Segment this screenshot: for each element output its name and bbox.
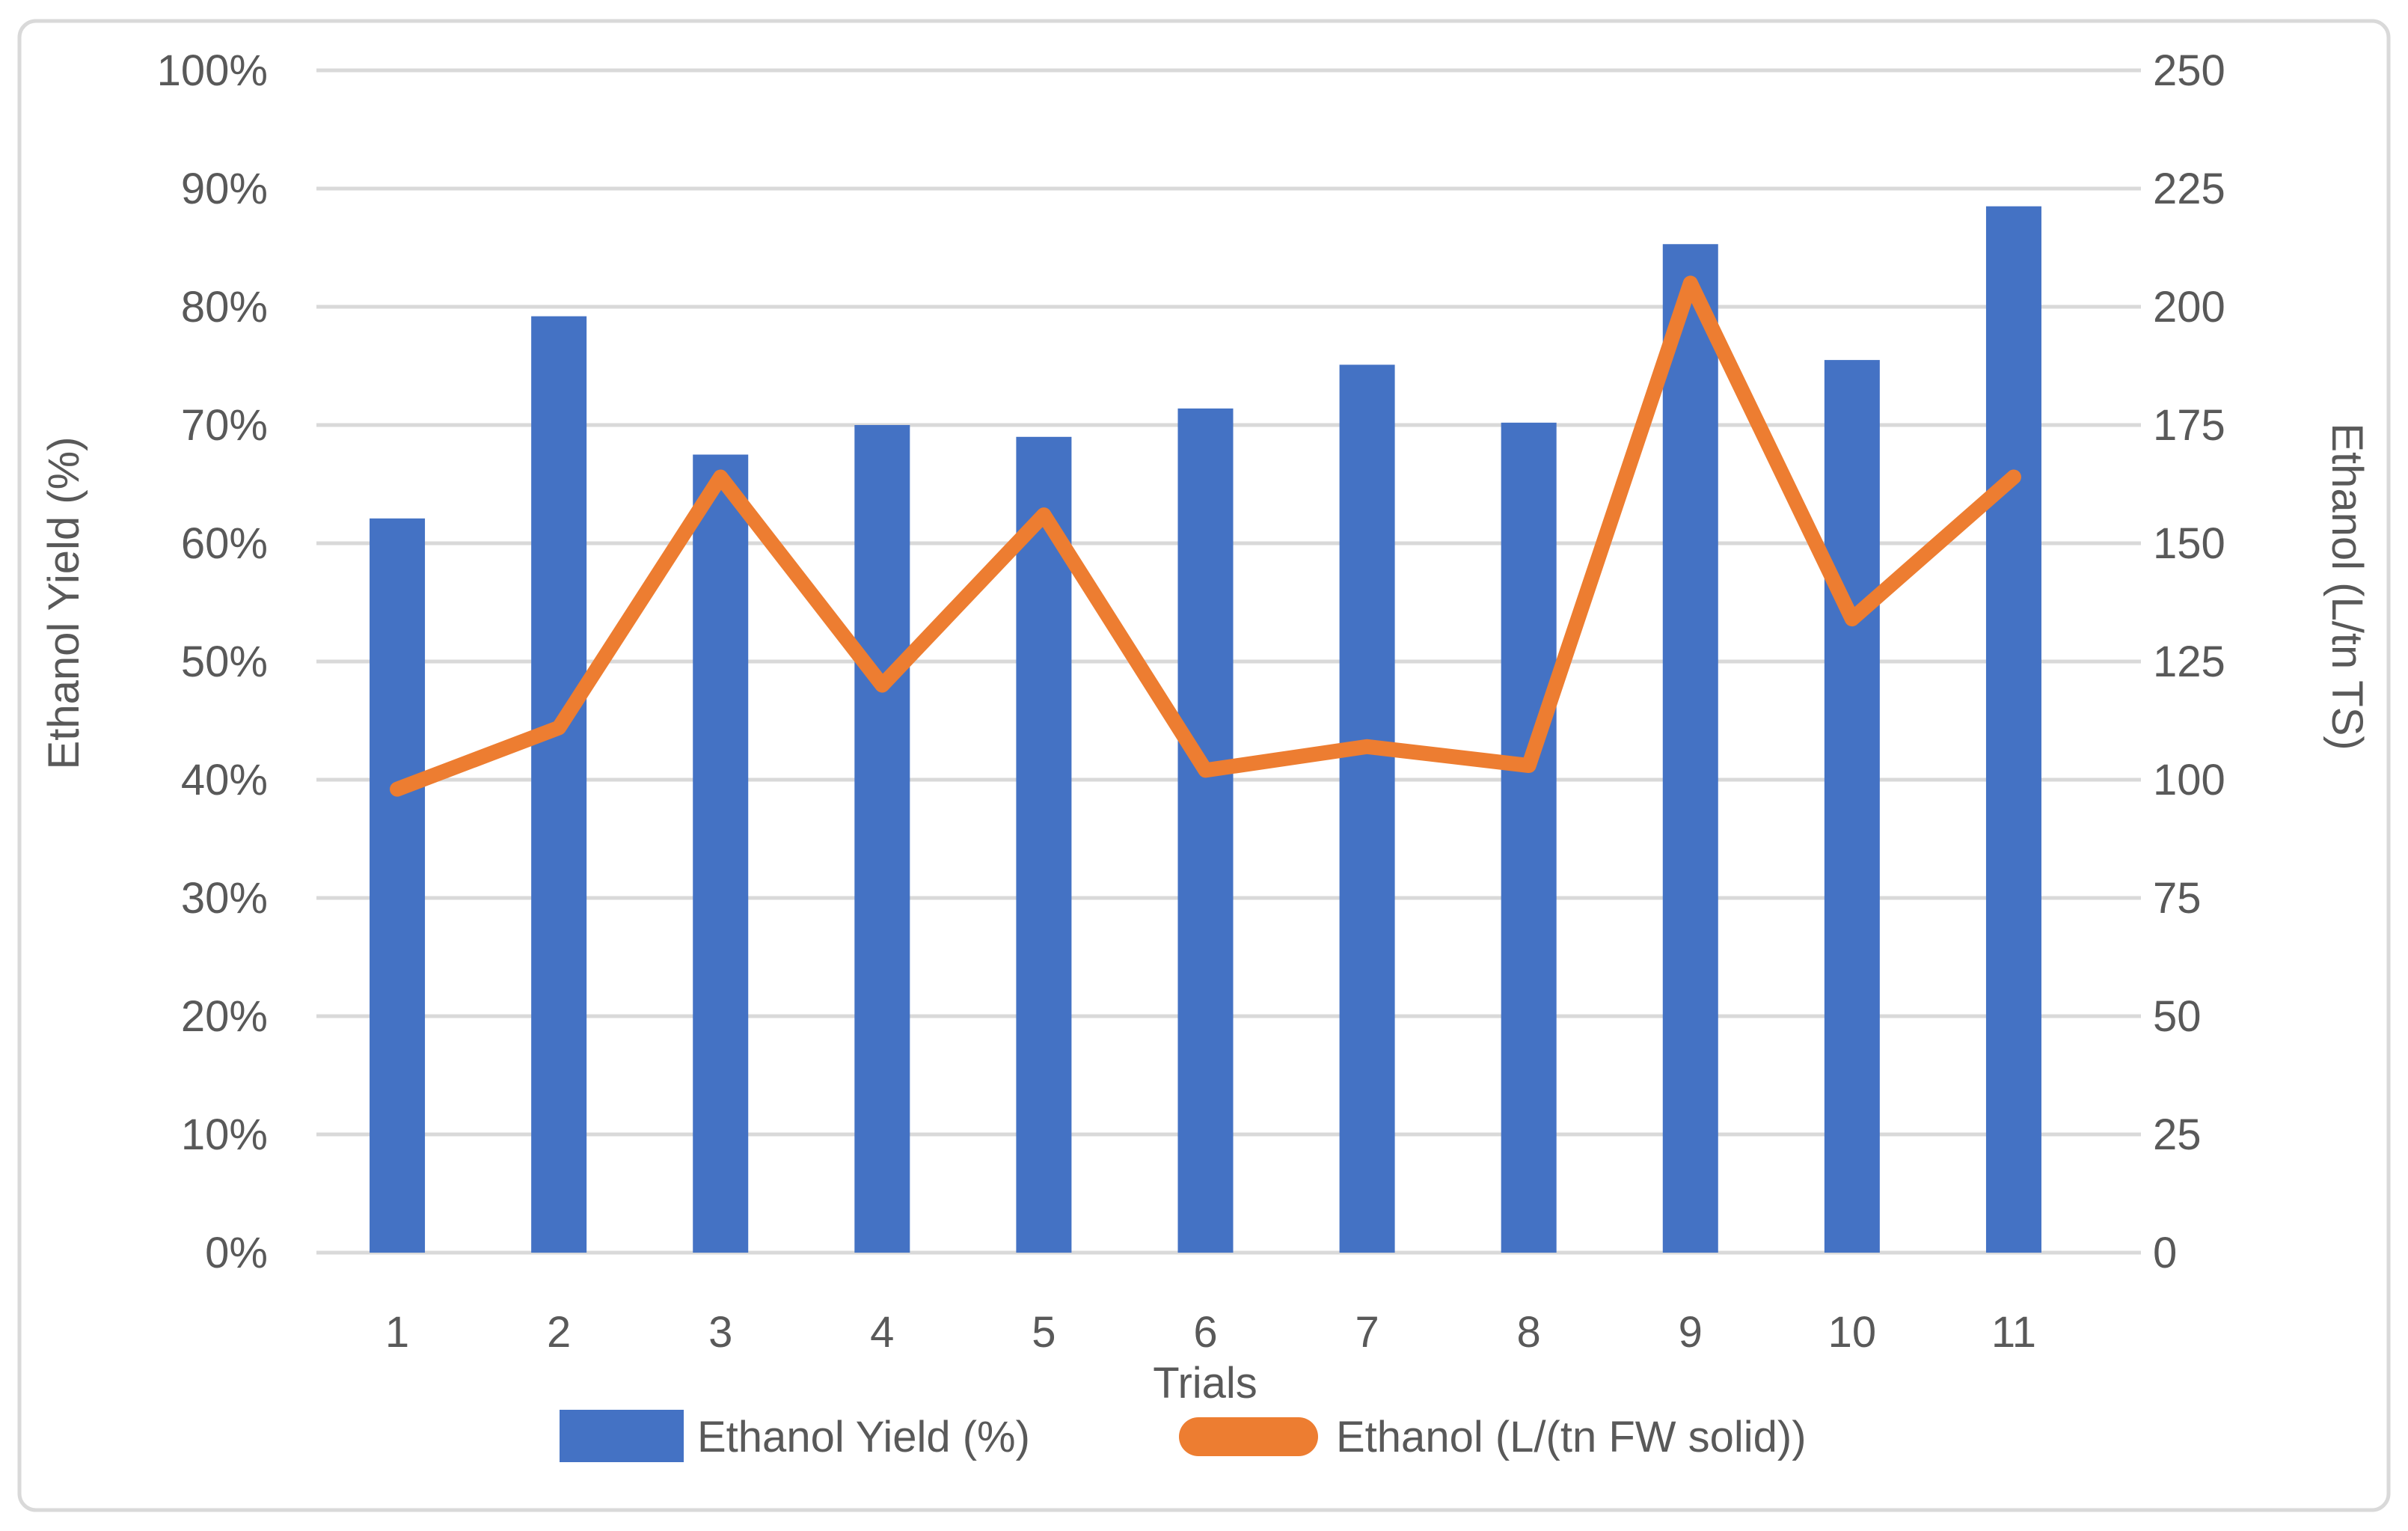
right-tick-0: 0	[2153, 1229, 2177, 1277]
right-tick-100: 100	[2153, 756, 2225, 804]
left-tick-20%: 20%	[181, 992, 268, 1041]
bar-trial-9	[1662, 244, 1718, 1253]
right-tick-75: 75	[2153, 874, 2202, 923]
left-tick-80%: 80%	[181, 283, 268, 331]
right-axis-tick-labels: 0 25 50 75 100 125 150 175 200 225 250	[2153, 46, 2225, 1277]
x-tick-1: 1	[385, 1308, 409, 1357]
x-tick-10: 10	[1828, 1308, 1877, 1357]
bar-trial-4	[854, 425, 910, 1253]
chart-border	[17, 19, 2391, 1512]
right-axis-title: Ethanol (L/tn TS)	[2323, 423, 2371, 750]
legend-swatch-bar-series	[560, 1410, 684, 1462]
bar-series-ethanol-yield	[370, 206, 2041, 1253]
legend-label-line-series: Ethanol (L/(tn FW solid))	[1336, 1413, 1807, 1461]
legend-label-bar-series: Ethanol Yield (%)	[697, 1413, 1030, 1461]
right-tick-200: 200	[2153, 283, 2225, 331]
line-series-ethanol	[390, 275, 2021, 797]
legend-swatch-line-series	[1179, 1417, 1318, 1456]
right-tick-150: 150	[2153, 519, 2225, 568]
legend: Ethanol Yield (%) Ethanol (L/(tn FW soli…	[560, 1410, 1807, 1462]
x-tick-8: 8	[1517, 1308, 1541, 1357]
left-tick-70%: 70%	[181, 401, 268, 450]
bar-trial-2	[531, 316, 587, 1253]
ethanol-line	[390, 275, 2021, 797]
x-tick-5: 5	[1032, 1308, 1056, 1357]
left-tick-100%: 100%	[157, 46, 268, 95]
left-tick-60%: 60%	[181, 519, 268, 568]
bar-trial-5	[1016, 436, 1072, 1253]
x-axis-title: Trials	[1153, 1359, 1257, 1408]
left-axis-tick-labels: 0% 10% 20% 30% 40% 50% 60% 70% 80% 90% 100%	[157, 46, 268, 1277]
x-tick-6: 6	[1193, 1308, 1217, 1357]
x-axis-tick-labels: 1 2 3 4 5 6 7 8 9 10 11	[385, 1308, 2036, 1357]
left-tick-10%: 10%	[181, 1110, 268, 1159]
left-tick-50%: 50%	[181, 638, 268, 686]
x-tick-3: 3	[708, 1308, 732, 1357]
x-tick-2: 2	[547, 1308, 571, 1357]
left-tick-90%: 90%	[181, 165, 268, 213]
left-tick-0%: 0%	[205, 1229, 268, 1277]
bar-trial-7	[1339, 364, 1395, 1253]
bar-trial-11	[1985, 206, 2041, 1253]
x-tick-11: 11	[1991, 1308, 2036, 1357]
bar-trial-1	[370, 518, 426, 1253]
right-tick-50: 50	[2153, 992, 2202, 1041]
right-tick-250: 250	[2153, 46, 2225, 95]
left-tick-30%: 30%	[181, 874, 268, 923]
bar-trial-6	[1177, 408, 1234, 1253]
right-tick-125: 125	[2153, 638, 2225, 686]
bar-trial-3	[693, 454, 749, 1253]
x-tick-7: 7	[1355, 1308, 1379, 1357]
right-tick-175: 175	[2153, 401, 2225, 450]
right-tick-25: 25	[2153, 1110, 2202, 1159]
left-axis-title: Ethanol Yield (%)	[40, 437, 88, 770]
bar-trial-8	[1501, 422, 1557, 1253]
x-tick-4: 4	[870, 1308, 894, 1357]
x-tick-9: 9	[1679, 1308, 1703, 1357]
bar-trial-10	[1824, 360, 1880, 1253]
right-tick-225: 225	[2153, 165, 2225, 213]
left-tick-40%: 40%	[181, 756, 268, 804]
